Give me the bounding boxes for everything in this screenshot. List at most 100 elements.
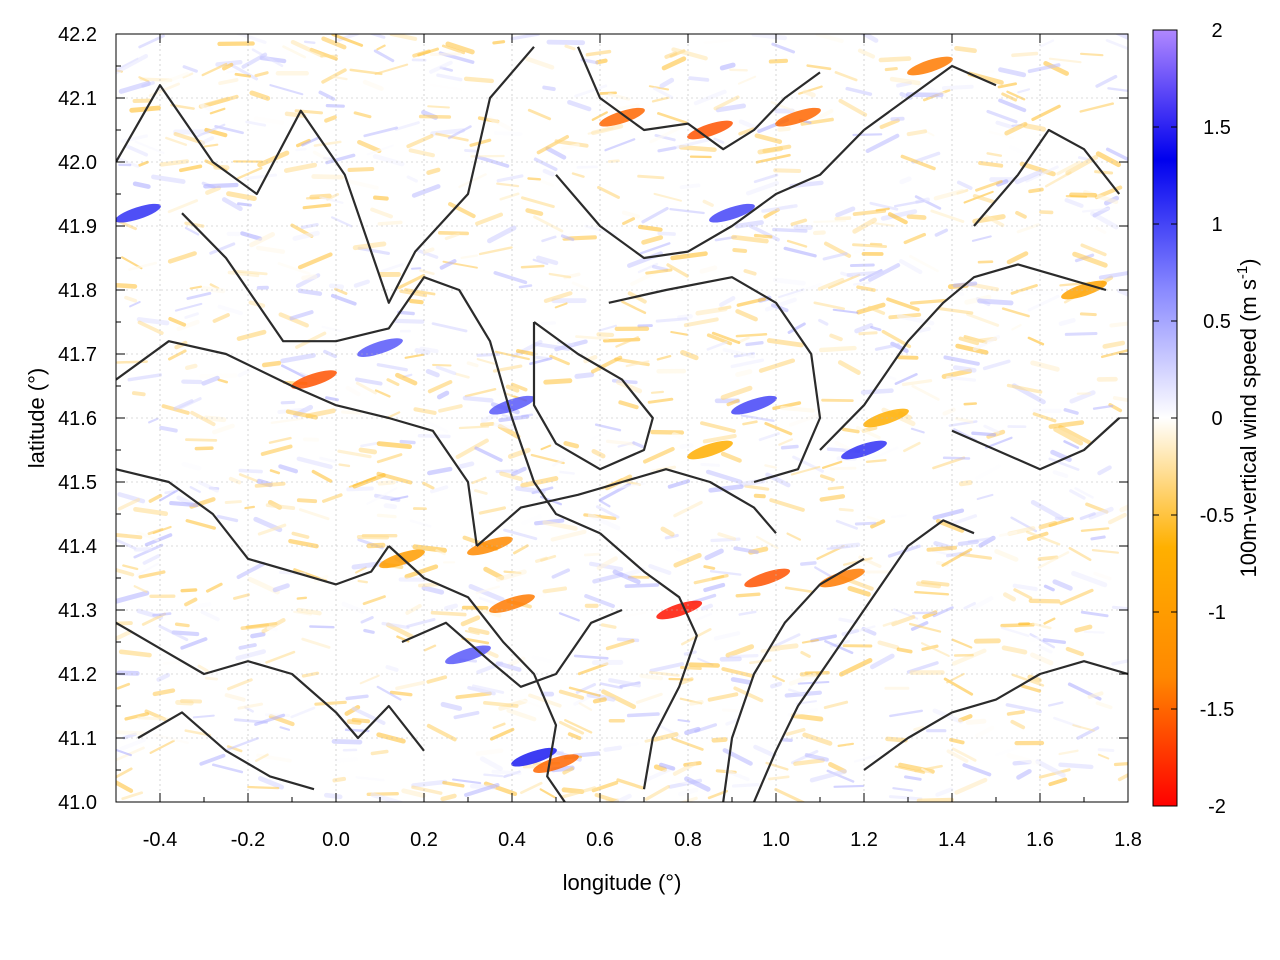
field-streak	[567, 100, 592, 112]
field-streak	[1031, 622, 1052, 630]
field-streak	[889, 709, 923, 718]
field-streak	[395, 372, 418, 386]
field-streak	[358, 447, 378, 455]
field-streak	[838, 98, 868, 117]
field-streak	[935, 518, 965, 533]
field-streak	[657, 112, 688, 124]
x-tick-label: 1.2	[850, 829, 878, 851]
field-streak	[244, 505, 255, 510]
field-streak	[404, 564, 439, 579]
field-streak	[859, 34, 879, 43]
field-streak	[381, 621, 410, 630]
field-streak	[917, 326, 931, 333]
field-streak	[184, 363, 198, 371]
field-streak	[542, 520, 578, 531]
field-streak	[351, 560, 386, 570]
field-streak	[399, 439, 416, 445]
field-streak	[209, 242, 236, 255]
field-streak	[599, 91, 617, 95]
field-streak	[1095, 74, 1118, 88]
field-streak	[680, 350, 699, 361]
field-streak	[533, 215, 564, 233]
field-streak	[575, 335, 610, 341]
field-streak	[464, 148, 479, 153]
field-streak	[854, 521, 877, 526]
field-streak	[178, 397, 202, 410]
field-streak	[600, 623, 617, 629]
field-streak	[257, 523, 287, 536]
field-streak	[180, 637, 208, 650]
field-streak	[749, 224, 780, 242]
field-streak	[184, 597, 198, 607]
field-streak	[812, 230, 826, 236]
field-streak	[1006, 753, 1041, 766]
field-streak	[394, 121, 420, 131]
field-streak	[476, 352, 501, 357]
field-streak	[480, 421, 495, 427]
field-streak	[615, 336, 639, 348]
field-streak	[941, 84, 974, 91]
field-streak	[770, 100, 802, 115]
field-streak	[1095, 226, 1107, 234]
field-streak	[495, 661, 522, 672]
field-streak	[438, 404, 463, 413]
field-streak	[525, 56, 555, 70]
field-streak	[542, 85, 556, 92]
field-streak	[951, 638, 973, 649]
field-streak	[475, 212, 503, 226]
field-streak	[689, 700, 704, 706]
field-streak	[833, 784, 865, 788]
field-streak	[1097, 748, 1115, 752]
field-streak	[497, 424, 521, 439]
field-streak	[1029, 633, 1056, 649]
field-streak	[118, 649, 152, 658]
field-streak	[832, 308, 859, 314]
field-streak	[606, 439, 636, 446]
field-streak	[1011, 323, 1022, 331]
field-streak	[1092, 404, 1114, 410]
field-streak	[837, 360, 861, 375]
field-streak	[684, 726, 701, 736]
field-streak	[116, 682, 131, 690]
field-streak	[713, 631, 741, 641]
field-streak	[666, 263, 689, 278]
field-streak	[621, 210, 640, 219]
field-streak	[116, 218, 137, 231]
field-streak	[657, 146, 677, 153]
field-streak	[313, 574, 329, 583]
field-streak	[578, 702, 593, 711]
y-axis-title: latitude (°)	[24, 368, 49, 469]
field-streak	[283, 162, 318, 173]
field-streak	[1074, 624, 1093, 633]
field-streak	[152, 688, 176, 697]
field-streak	[988, 130, 1015, 140]
field-streak	[1097, 753, 1110, 760]
field-streak	[877, 640, 900, 650]
field-streak	[613, 482, 646, 490]
field-streak	[249, 90, 271, 101]
field-streak	[416, 416, 449, 433]
field-streak	[417, 434, 451, 439]
field-streak	[182, 72, 194, 79]
field-streak	[189, 285, 203, 290]
field-streak	[838, 507, 854, 512]
y-tick-label: 41.0	[58, 792, 97, 814]
field-streak	[713, 95, 740, 111]
field-streak	[596, 332, 615, 338]
field-streak	[405, 603, 422, 615]
field-streak	[735, 333, 768, 338]
field-streak	[164, 490, 176, 495]
field-streak	[882, 620, 898, 627]
field-streak	[653, 764, 668, 772]
field-streak	[671, 47, 708, 61]
field-streak	[878, 56, 912, 63]
field-streak	[768, 58, 789, 64]
field-streak	[830, 542, 861, 550]
field-streak	[355, 776, 385, 782]
field-streak	[520, 476, 559, 488]
field-streak	[789, 412, 824, 427]
field-streak	[427, 105, 450, 109]
field-streak	[118, 80, 151, 94]
field-streak	[536, 255, 559, 266]
